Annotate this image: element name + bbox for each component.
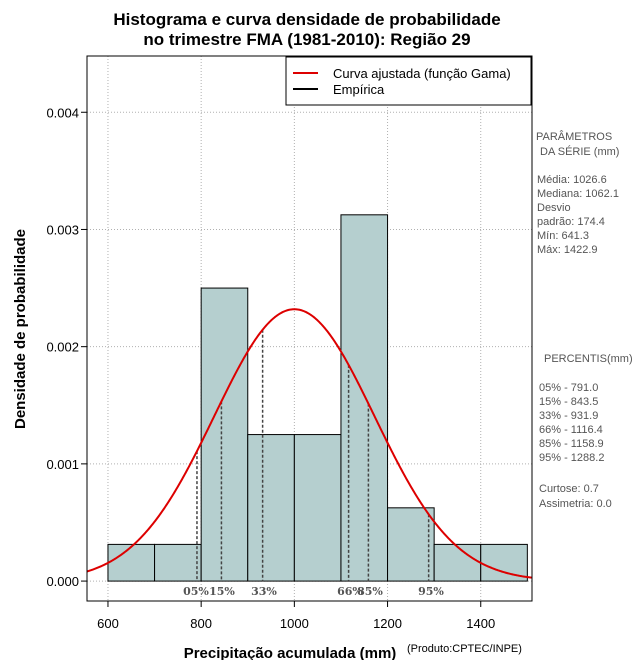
histogram-bar <box>433 543 482 582</box>
stat-median: Mediana: 1062.1 <box>537 188 619 200</box>
stat-kurtosis: Curtose: 0.7 <box>539 483 599 495</box>
legend: Curva ajustada (função Gama) Empírica <box>285 56 532 106</box>
x-tick-label: 1400 <box>466 616 495 631</box>
params-title-2: DA SÉRIE (mm) <box>540 145 619 158</box>
percentile-label: 15% <box>209 585 235 598</box>
stat-min: Mín: 641.3 <box>537 230 589 242</box>
statistics-panel: PARÂMETROS DA SÉRIE (mm) Média: 1026.6 M… <box>536 130 633 510</box>
stat-sd-1: Desvio <box>537 202 571 214</box>
legend-label-curve: Curva ajustada (função Gama) <box>333 66 511 81</box>
percentil-66: 66% - 1116.4 <box>539 424 603 436</box>
stat-max: Máx: 1422.9 <box>537 244 598 256</box>
percentile-markers: 05% 15% 33% 66%85% 95% <box>183 329 444 598</box>
legend-box <box>285 56 532 106</box>
percentile-label: 05% <box>183 585 209 598</box>
y-axis-label: Densidade de probabilidade <box>12 229 29 429</box>
legend-label-empirical: Empírica <box>333 82 385 97</box>
histogram-bar <box>293 434 342 582</box>
percentile-label: 95% <box>418 585 444 598</box>
y-tick-label: 0.001 <box>46 457 79 472</box>
y-tick-label: 0.000 <box>46 574 79 589</box>
percentil-85: 85% - 1158.9 <box>539 438 604 450</box>
y-tick-label: 0.002 <box>46 340 79 355</box>
x-tick-label: 800 <box>190 616 212 631</box>
x-tick-label: 600 <box>97 616 119 631</box>
plot-frame <box>86 55 533 602</box>
credit-label: (Produto:CPTEC/INPE) <box>407 643 522 655</box>
y-axis: 0.000 0.001 0.002 0.003 0.004 <box>46 105 87 589</box>
stat-mean: Média: 1026.6 <box>537 174 607 186</box>
percentile-label: 66% <box>337 585 363 598</box>
params-title-1: PARÂMETROS <box>536 130 612 143</box>
histogram-bar <box>247 434 295 582</box>
histogram-bar <box>200 287 249 582</box>
histogram-bar <box>387 507 435 582</box>
percentile-label: 33% <box>251 585 277 598</box>
x-tick-label: 1000 <box>280 616 309 631</box>
percentil-15: 15% - 843.5 <box>539 396 598 408</box>
fitted-curve-layer <box>86 308 532 579</box>
percentil-33: 33% - 931.9 <box>539 410 598 422</box>
chart-title-line2: no trimestre FMA (1981-2010): Região 29 <box>143 30 470 49</box>
percentile-label: 85% <box>357 585 383 598</box>
histogram-bar <box>107 543 156 582</box>
percentil-05: 05% - 791.0 <box>539 382 598 394</box>
x-axis: 600 800 1000 1200 1400 <box>97 601 495 631</box>
stat-sd-2: padrão: 174.4 <box>537 216 605 228</box>
percentis-title: PERCENTIS(mm) <box>544 353 633 365</box>
histogram-bar <box>154 543 202 582</box>
percentil-95: 95% - 1288.2 <box>539 452 604 464</box>
fitted-curve <box>86 308 532 579</box>
y-tick-label: 0.003 <box>46 222 79 237</box>
histogram-bars <box>107 214 528 582</box>
chart-title-line1: Histograma e curva densidade de probabil… <box>113 10 500 29</box>
x-axis-label: Precipitação acumulada (mm) <box>184 645 397 660</box>
y-tick-label: 0.004 <box>46 105 79 120</box>
stat-skewness: Assimetria: 0.0 <box>539 498 612 510</box>
x-tick-label: 1200 <box>373 616 402 631</box>
